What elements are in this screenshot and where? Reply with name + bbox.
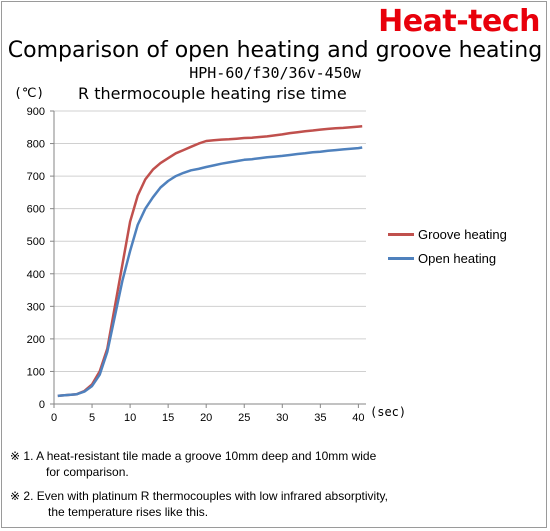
x-tick-label-35: 35 (314, 412, 326, 424)
brand-logo: Heat-tech (378, 4, 540, 39)
legend: Groove heating Open heating (388, 222, 507, 270)
footnote-2-line2: the temperature rises like this. (48, 505, 209, 519)
y-tick-label-500: 500 (27, 236, 45, 248)
footnote-1: ※ 1. A heat-resistant tile made a groove… (10, 448, 388, 480)
legend-swatch-open (388, 256, 414, 260)
y-tick-label-600: 600 (27, 204, 45, 216)
tick-labels: 0 100 200 300 400 500 600 700 800 900 0 5 10 15 20 25 30… (27, 106, 365, 424)
y-tick-label-800: 800 (27, 139, 45, 151)
page-subtitle: HPH-60/f30/36v-450w (189, 64, 361, 82)
legend-label-groove: Groove heating (418, 226, 507, 242)
legend-swatch-groove (388, 232, 414, 236)
footnote-1-line1: ※ 1. A heat-resistant tile made a groove… (10, 449, 377, 463)
legend-item-groove: Groove heating (388, 222, 507, 246)
x-tick-label-5: 5 (89, 412, 95, 424)
footnote-2: ※ 2. Even with platinum R thermocouples … (10, 488, 388, 520)
x-tick-label-25: 25 (238, 412, 250, 424)
y-tick-label-200: 200 (27, 334, 45, 346)
x-tick-label-0: 0 (51, 412, 57, 424)
x-tick-label-15: 15 (162, 412, 174, 424)
legend-item-open: Open heating (388, 246, 507, 270)
y-tick-label-100: 100 (27, 366, 45, 378)
footnotes: ※ 1. A heat-resistant tile made a groove… (10, 448, 388, 528)
footnote-1-line2: for comparison. (46, 465, 129, 479)
y-tick-label-300: 300 (27, 301, 45, 313)
grid-lines (54, 110, 366, 372)
x-tick-label-20: 20 (200, 412, 212, 424)
page-title: Comparison of open heating and groove he… (7, 38, 543, 63)
series-line-open (57, 146, 363, 398)
footnote-2-line1: ※ 2. Even with platinum R thermocouples … (10, 489, 388, 503)
y-unit-label: (℃) (14, 86, 45, 101)
y-tick-label-700: 700 (27, 171, 45, 183)
x-tick-label-10: 10 (124, 412, 136, 424)
y-tick-label-400: 400 (27, 269, 45, 281)
axes (50, 110, 366, 408)
chart-title: R thermocouple heating rise time (78, 84, 347, 103)
series-lines (57, 125, 363, 398)
x-tick-label-30: 30 (276, 412, 288, 424)
y-tick-label-0: 0 (39, 399, 45, 411)
x-tick-label-40: 40 (352, 412, 364, 424)
x-unit-label: (sec) (370, 405, 406, 419)
y-tick-label-900: 900 (27, 106, 45, 118)
legend-label-open: Open heating (418, 250, 497, 266)
